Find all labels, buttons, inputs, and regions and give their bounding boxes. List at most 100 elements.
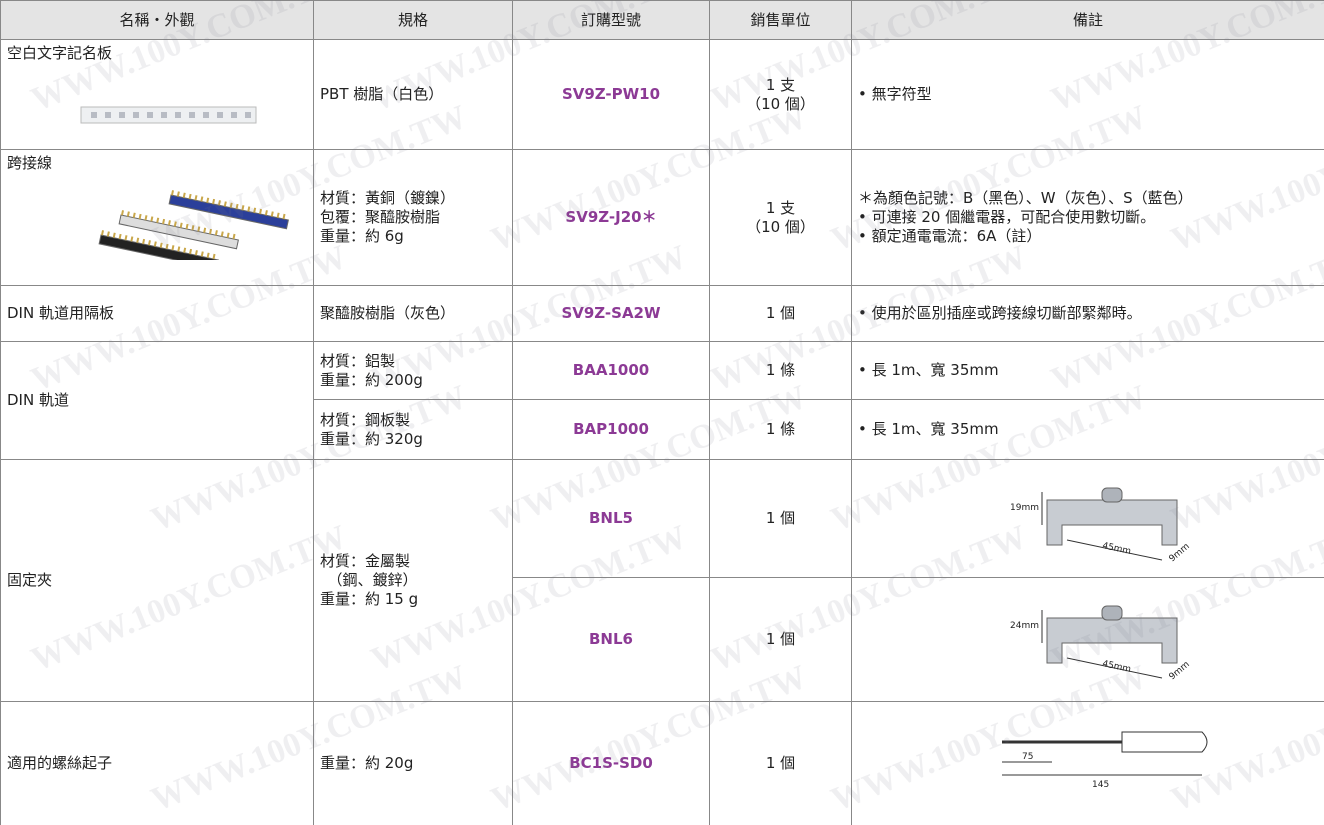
nameplate-mark (217, 112, 223, 118)
jumper-pin (276, 212, 280, 218)
name-cell: 固定夾 (1, 460, 314, 702)
unit-cell: 1 個 (710, 286, 852, 342)
spec-cell-line: 重量：約 15 g (320, 590, 419, 608)
jumper-pin (124, 235, 128, 241)
handle (1121, 731, 1208, 753)
header-cell-text: 名稱・外觀 (119, 10, 195, 29)
spec-cell-line: 材質：金屬製 (320, 552, 411, 570)
nameplate-mark (175, 112, 181, 118)
jumper-pin (121, 210, 124, 216)
model-cell: SV9Z-SA2W (513, 286, 710, 342)
model-cell-text: BAP1000 (573, 420, 649, 438)
model-cell-text: SV9Z-PW10 (561, 85, 661, 103)
notes-cell: 75 145 (852, 702, 1324, 825)
jumper-pin (203, 227, 207, 233)
jumper-pin (185, 223, 189, 230)
notes-cell-line: • 額定通電電流：6A（註） (858, 227, 1042, 245)
jumper-pin (253, 207, 257, 213)
screwdriver-figure: 75 145 (1002, 731, 1208, 790)
nameplate-mark (231, 112, 237, 118)
jumper-pin (217, 200, 221, 206)
model-cell: BNL6 (513, 578, 710, 702)
nameplate-image (80, 106, 257, 124)
dim-label: 75 (1022, 752, 1033, 762)
spec-cell-line: （鋼、鍍鋅） (320, 571, 418, 589)
jumper-pin (223, 201, 227, 207)
dim-label: 45mm (1101, 541, 1131, 557)
jumper-pin (270, 211, 274, 217)
jumper-pin (212, 198, 216, 205)
jumper-pin (259, 208, 263, 215)
notes-cell-line: • 無字符型 (858, 85, 932, 103)
nameplate-mark (105, 112, 111, 118)
model-cell-text: SV9Z-J20＊ (565, 208, 657, 226)
notes-cell-line: • 長 1m、寬 35mm (858, 420, 999, 438)
notes-cell-line: • 長 1m、寬 35mm (858, 361, 999, 379)
clamp-body (1046, 617, 1178, 664)
name-cell: 跨接線 (1, 150, 314, 286)
name-cell: 空白文字記名板 (1, 40, 314, 150)
clamp-screw (1101, 487, 1123, 503)
jumper-pin (189, 248, 193, 255)
jumper-bar (98, 230, 219, 260)
jumper-pin (147, 240, 151, 246)
spec-cell: 聚醯胺樹脂（灰色） (314, 286, 513, 342)
unit-cell-line: （10 個） (746, 94, 815, 113)
jumper-bar (118, 210, 239, 250)
jumper-body (168, 194, 289, 230)
unit-cell-line: 1 支 (765, 75, 796, 94)
jumper-pin (101, 230, 104, 236)
jumper-pin (179, 222, 183, 228)
name-cell-text: 固定夾 (7, 571, 53, 589)
dim-line (1066, 539, 1163, 561)
header-cell-text: 規格 (397, 10, 428, 29)
nameplate-mark (245, 112, 251, 118)
unit-cell: 1 個 (710, 460, 852, 578)
header-cell: 備註 (852, 0, 1324, 40)
name-cell-text: 跨接線 (7, 154, 53, 172)
nameplate-mark (161, 112, 167, 118)
model-cell: SV9Z-J20＊ (513, 150, 710, 286)
jumper-pin (183, 247, 187, 253)
unit-cell: 1 條 (710, 342, 852, 400)
dim-label: 19mm (1010, 503, 1039, 513)
header-cell-text: 訂購型號 (580, 10, 641, 29)
spec-cell-line: 材質：黃銅（鍍鎳） (320, 189, 456, 207)
name-cell-text: DIN 軌道用隔板 (7, 304, 114, 322)
jumper-pin (226, 232, 230, 238)
notes-cell: 19mm 45mm 9mm (852, 460, 1324, 578)
dim-label: 24mm (1010, 621, 1039, 631)
unit-cell-line: 1 個 (765, 509, 796, 527)
dim-line (1066, 657, 1163, 679)
jumper-pin (191, 225, 195, 231)
nameplate-mark (119, 112, 125, 118)
spec-cell: 材質：金屬製 （鋼、鍍鋅） 重量：約 15 g (314, 460, 513, 702)
jumper-pin (159, 242, 163, 248)
jumper-pin (112, 232, 116, 238)
unit-cell: 1 個 (710, 702, 852, 825)
jumper-pin (206, 252, 210, 258)
notes-cell: • 使用於區別插座或跨接線切斷部緊鄰時。 (852, 286, 1324, 342)
jumper-pin (214, 230, 218, 236)
spec-cell: PBT 樹脂（白色） (314, 40, 513, 150)
notes-cell-line: ＊為顏色記號：B（黑色）、W（灰色）、S（藍色） (858, 189, 1193, 207)
unit-cell-line: 1 支 (765, 198, 796, 217)
header-cell: 訂購型號 (513, 0, 710, 40)
jumper-pin (212, 253, 216, 260)
spec-cell-line: 重量：約 200g (320, 370, 423, 389)
jumper-pin (162, 218, 166, 225)
notes-cell: • 無字符型 (852, 40, 1324, 150)
model-cell-text: BNL5 (589, 509, 633, 527)
name-cell-text: DIN 軌道 (7, 391, 69, 409)
jumper-pin (282, 213, 286, 220)
name-cell-text: 空白文字記名板 (7, 44, 113, 62)
jumper-pin (171, 245, 175, 251)
unit-cell: 1 個 (710, 578, 852, 702)
jumper-image (98, 190, 289, 260)
jumper-pin (194, 250, 198, 256)
spec-cell: 材質：鋁製 重量：約 200g (314, 342, 513, 400)
jumper-pin (173, 221, 177, 227)
model-cell-text: SV9Z-SA2W (561, 304, 661, 322)
